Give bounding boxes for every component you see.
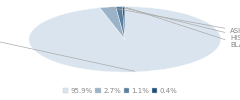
- Legend: 95.9%, 2.7%, 1.1%, 0.4%: 95.9%, 2.7%, 1.1%, 0.4%: [63, 88, 177, 94]
- Text: WHITE: WHITE: [0, 33, 135, 71]
- Text: HISPANIC: HISPANIC: [122, 7, 240, 41]
- Wedge shape: [116, 7, 125, 39]
- Wedge shape: [100, 7, 125, 39]
- Wedge shape: [29, 7, 221, 72]
- Text: ASIAN: ASIAN: [110, 8, 240, 34]
- Wedge shape: [122, 7, 125, 39]
- Text: BLACK: BLACK: [126, 7, 240, 48]
